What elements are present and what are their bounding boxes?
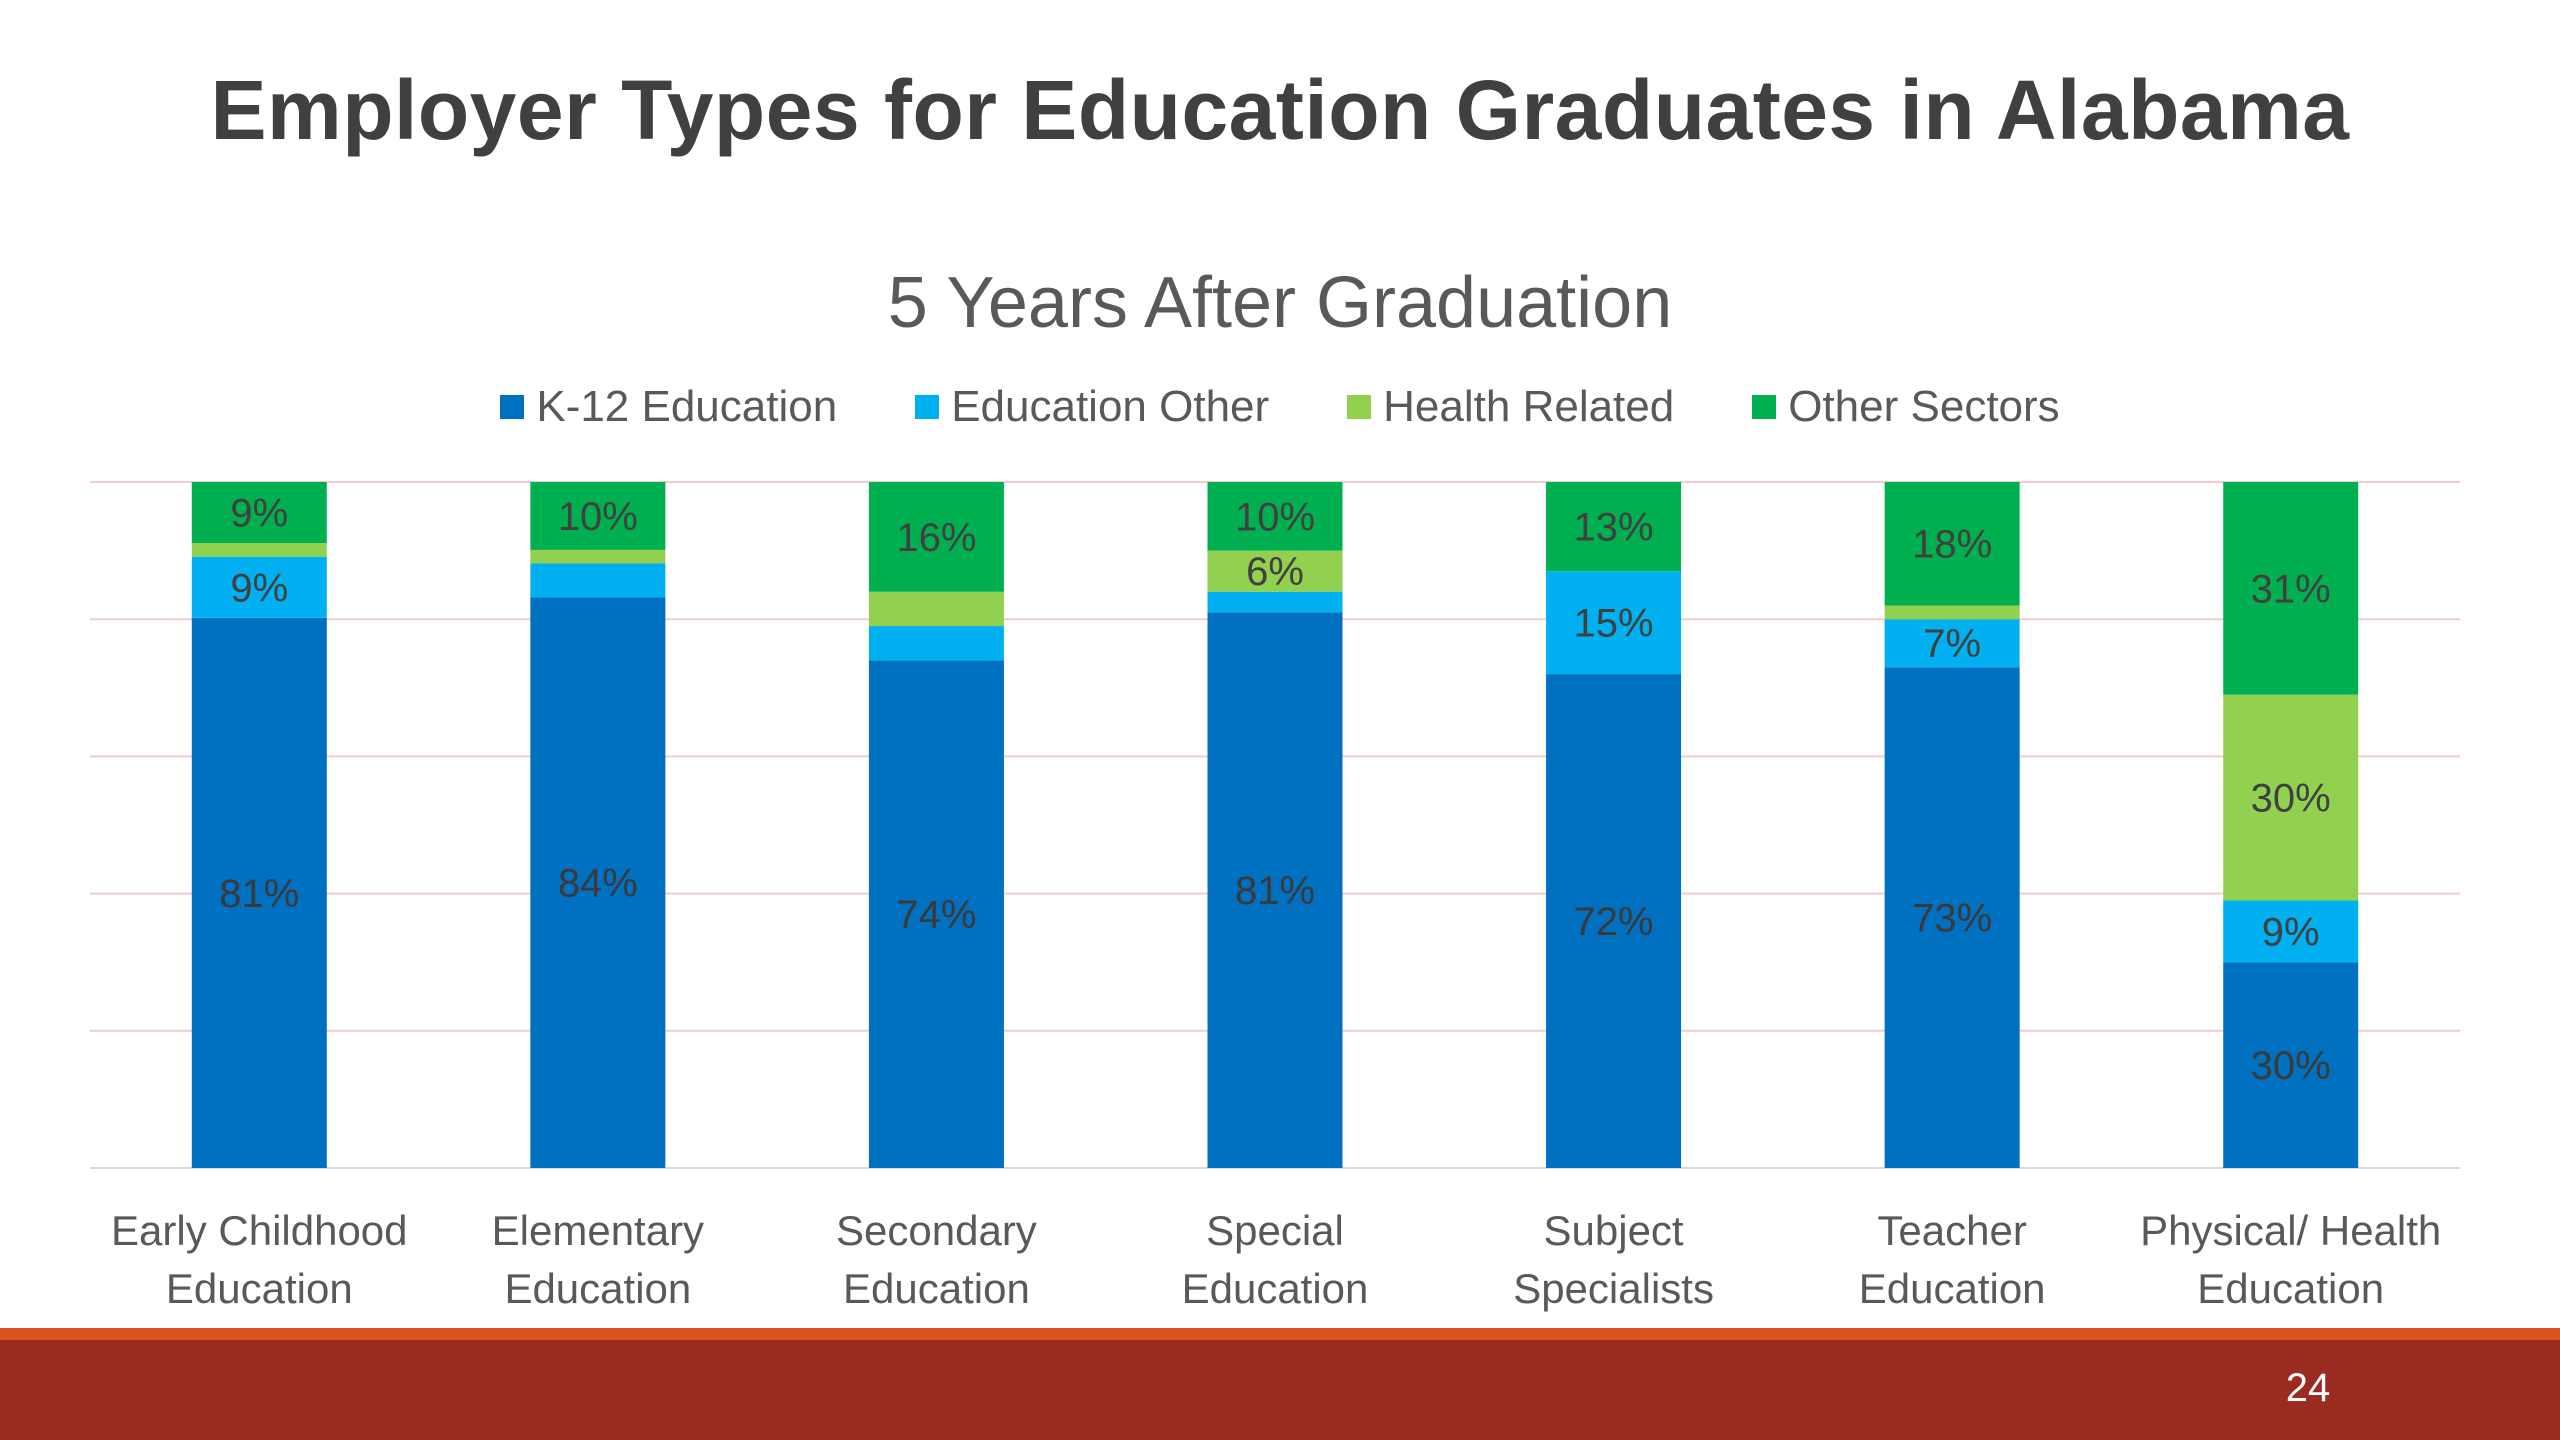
data-label: 15%	[1574, 602, 1654, 646]
bar-stack: 30% 9% 30% 31%	[2223, 482, 2359, 1168]
data-label: 74%	[896, 893, 976, 937]
bar-segment	[1207, 482, 1343, 551]
category-label: Education	[1859, 1265, 2046, 1312]
category-label: Subject	[1544, 1207, 1684, 1254]
category-label: Secondary	[836, 1207, 1037, 1254]
bar-segment	[1546, 674, 1682, 1168]
bar-segment	[191, 482, 327, 544]
category-label: Education	[2197, 1265, 2384, 1312]
bar-segment	[868, 626, 1004, 661]
footer-accent-stripe	[0, 1328, 2560, 1340]
slide-title: Employer Types for Education Graduates i…	[210, 63, 2350, 157]
bar-segment	[1884, 482, 2020, 606]
bar-segment	[868, 660, 1004, 1168]
stacked-bar-chart: 81% 9% 9% Early Childhood Education 84% 10% Ele…	[90, 481, 2460, 1312]
bar-segment	[191, 543, 327, 557]
bar-segment	[1546, 482, 1682, 572]
chart-legend: K-12 Education Education Other Health Re…	[0, 382, 2560, 432]
legend-swatch-education-other	[915, 395, 940, 419]
bar-stack: 72% 15% 13%	[1546, 482, 1682, 1168]
legend-swatch-k12	[500, 395, 525, 419]
bar-segment	[2223, 482, 2359, 695]
bar-segment	[1884, 605, 2020, 620]
legend-label-education-other: Education Other	[951, 382, 1270, 431]
bar-segment	[1207, 612, 1343, 1168]
bar-stack: 81% 9% 9%	[191, 482, 327, 1168]
data-label: 10%	[558, 495, 638, 539]
category-label: Early Childhood	[111, 1207, 408, 1254]
bar-segment	[1884, 619, 2020, 668]
bar-segment	[191, 556, 327, 618]
bar-segment	[2223, 900, 2359, 963]
bar-segment	[191, 617, 327, 1168]
bar-segment	[530, 563, 666, 598]
legend-swatch-other-sectors	[1752, 395, 1777, 419]
bar-segment	[868, 482, 1004, 592]
data-label: 13%	[1574, 506, 1654, 550]
category-label: Education	[504, 1265, 691, 1312]
bar-segment	[1207, 550, 1343, 592]
data-label: 30%	[2251, 1044, 2331, 1088]
data-label: 7%	[1923, 622, 1981, 666]
category-label: Special	[1206, 1207, 1344, 1254]
bar-segment	[1546, 571, 1682, 675]
data-label: 72%	[1574, 900, 1654, 944]
data-label: 81%	[1235, 869, 1315, 913]
bar-segment	[530, 482, 666, 550]
bar-segment	[1207, 591, 1343, 613]
legend-item-k12: K-12 Education	[500, 382, 837, 432]
legend-item-health-related: Health Related	[1347, 382, 1674, 432]
bar-stack: 74% 16%	[868, 482, 1004, 1168]
bar-segment	[2223, 694, 2359, 901]
data-label: 9%	[230, 492, 288, 536]
bar-segment	[868, 591, 1004, 627]
bar-stack: 81% 6% 10%	[1207, 482, 1343, 1168]
footer-bar	[0, 1340, 2560, 1440]
data-label: 10%	[1235, 495, 1315, 539]
category-label: Teacher	[1877, 1207, 2026, 1254]
bar-stack: 73% 7% 18%	[1884, 482, 2020, 1168]
data-label: 6%	[1246, 550, 1304, 594]
bar-segment	[530, 549, 666, 564]
category-label: Physical/ Health	[2140, 1207, 2441, 1254]
page-number: 24	[2285, 1366, 2331, 1410]
category-label: Education	[166, 1265, 353, 1312]
data-label: 16%	[896, 516, 976, 560]
category-label: Specialists	[1513, 1265, 1714, 1312]
bar-segment	[2223, 962, 2359, 1168]
data-label: 73%	[1912, 897, 1992, 941]
category-label: Elementary	[492, 1207, 704, 1254]
legend-label-health-related: Health Related	[1383, 382, 1675, 431]
category-label: Education	[1182, 1265, 1369, 1312]
data-label: 31%	[2251, 567, 2331, 611]
data-label: 9%	[230, 566, 288, 610]
bar-segment	[530, 597, 666, 1168]
legend-label-other-sectors: Other Sectors	[1788, 382, 2060, 431]
data-label: 81%	[219, 872, 299, 916]
data-label: 84%	[558, 862, 638, 906]
data-label: 18%	[1912, 523, 1992, 567]
bar-stack: 84% 10%	[530, 482, 666, 1168]
legend-swatch-health-related	[1347, 395, 1372, 419]
bar-segment	[1884, 667, 2020, 1168]
chart-title: 5 Years After Graduation	[887, 263, 1673, 343]
legend-label-k12: K-12 Education	[536, 382, 838, 431]
category-label: Education	[843, 1265, 1030, 1312]
legend-item-other-sectors: Other Sectors	[1752, 382, 2060, 432]
data-label: 30%	[2251, 777, 2331, 821]
legend-item-education-other: Education Other	[915, 382, 1269, 432]
data-label: 9%	[2262, 910, 2320, 954]
